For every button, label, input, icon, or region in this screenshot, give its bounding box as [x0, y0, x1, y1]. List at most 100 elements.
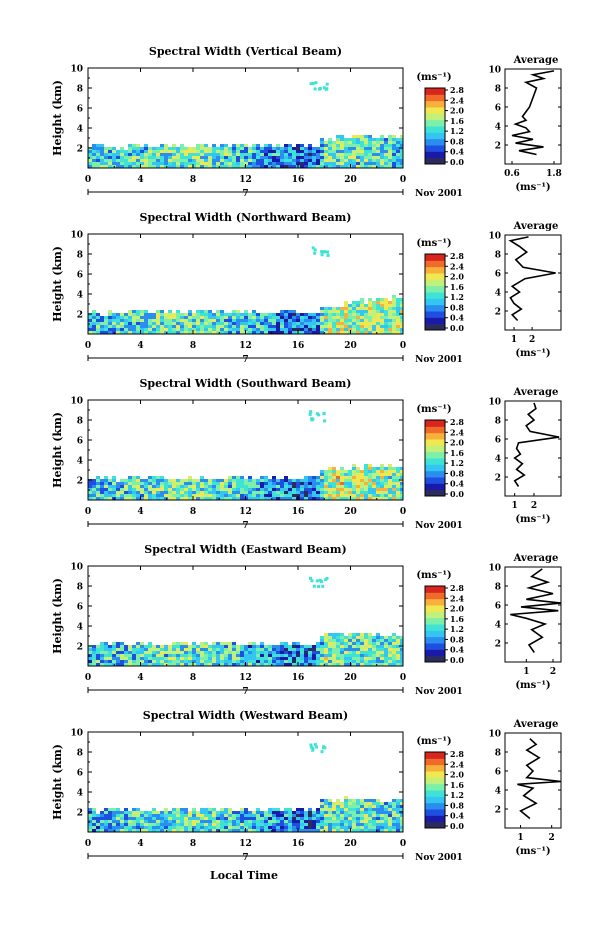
heatmap-cell [156, 313, 160, 316]
colorbar-swatch [425, 470, 445, 478]
heatmap-cell [288, 313, 292, 316]
heatmap-cell [364, 153, 368, 156]
heatmap-cell [132, 488, 136, 491]
heatmap-cell [100, 648, 104, 651]
heatmap-cell [276, 482, 280, 485]
heatmap-cell [364, 479, 368, 482]
colorbar-swatch [425, 592, 445, 600]
heatmap-cell [348, 814, 352, 817]
heatmap-cell [264, 479, 268, 482]
heatmap-cell [220, 826, 224, 829]
heatmap-cell [380, 319, 384, 322]
heatmap-cell [324, 820, 328, 823]
heatmap-cell [188, 310, 192, 313]
heatmap-cell [320, 645, 324, 648]
heatmap-cell [316, 156, 320, 159]
heatmap-cell [376, 470, 380, 473]
heatmap-cell [360, 153, 364, 156]
heatmap-cell [304, 485, 308, 488]
heatmap-cell [364, 826, 368, 829]
heatmap-cell [204, 654, 208, 657]
heatmap-cell [304, 826, 308, 829]
colorbar-swatch [425, 145, 445, 152]
heatmap-cell [276, 829, 280, 832]
heatmap-cell [112, 826, 116, 829]
heatmap-cell [232, 820, 236, 823]
heatmap-cell [356, 811, 360, 814]
heatmap-cell [364, 811, 368, 814]
heatmap-cell [284, 820, 288, 823]
heatmap-cell [184, 823, 188, 826]
heatmap-cell [384, 805, 388, 808]
heatmap-cell [120, 817, 124, 820]
heatmap-cell [276, 325, 280, 328]
heatmap-cell [248, 651, 252, 654]
heatmap-cell [216, 313, 220, 316]
x-tick-label: 16 [292, 507, 305, 517]
heatmap-cell [364, 829, 368, 832]
heatmap-cell [200, 820, 204, 823]
heatmap-cell [116, 645, 120, 648]
heatmap-cell [164, 488, 168, 491]
heatmap-cell [276, 645, 280, 648]
heatmap-cell [272, 829, 276, 832]
heatmap-cell [180, 826, 184, 829]
heatmap-cell [320, 319, 324, 322]
heatmap-cell [92, 497, 96, 500]
heatmap-cell [124, 491, 128, 494]
heatmap-cell [268, 654, 272, 657]
heatmap-cell [356, 485, 360, 488]
heatmap-cell [392, 811, 396, 814]
heatmap-cell [320, 494, 324, 497]
heatmap-field [88, 246, 403, 334]
colorbar-tick-label: 1.2 [450, 126, 464, 136]
heatmap-cell [260, 476, 264, 479]
heatmap-cell [308, 156, 312, 159]
heatmap-cell [360, 138, 364, 141]
heatmap-cell [120, 156, 124, 159]
heatmap-cell [384, 820, 388, 823]
panel-3: Spectral Width (Southward Beam)Height (k… [51, 377, 562, 531]
heatmap-cell [292, 165, 296, 168]
heatmap-cell [388, 805, 392, 808]
heatmap-cell [368, 470, 372, 473]
heatmap-cell [196, 313, 200, 316]
heatmap-cell [144, 497, 148, 500]
heatmap-cell [316, 642, 320, 645]
heatmap-cell [372, 165, 376, 168]
heatmap-cell [168, 491, 172, 494]
heatmap-cell [212, 826, 216, 829]
heatmap-cell [116, 316, 120, 319]
heatmap-cell [356, 642, 360, 645]
heatmap-cell [216, 147, 220, 150]
heatmap-cell [392, 663, 396, 666]
heatmap-cell [348, 328, 352, 331]
heatmap-cell [128, 485, 132, 488]
heatmap-cell [384, 817, 388, 820]
heatmap-cell [180, 322, 184, 325]
heatmap-cell [120, 651, 124, 654]
heatmap-cell [208, 814, 212, 817]
heatmap-cell [132, 485, 136, 488]
heatmap-cell [328, 485, 332, 488]
heatmap-cell [128, 645, 132, 648]
heatmap-cell [184, 826, 188, 829]
heatmap-cell [100, 147, 104, 150]
heatmap-cell [260, 657, 264, 660]
heatmap-cell [248, 322, 252, 325]
heatmap-cell [232, 814, 236, 817]
heatmap-cell [323, 746, 327, 750]
heatmap-cell [268, 657, 272, 660]
heatmap-cell [400, 648, 403, 651]
heatmap-cell [336, 476, 340, 479]
heatmap-cell [352, 654, 356, 657]
heatmap-cell [348, 156, 352, 159]
heatmap-cell [332, 829, 336, 832]
heatmap-cell [148, 651, 152, 654]
heatmap-cell [384, 814, 388, 817]
heatmap-cell [160, 482, 164, 485]
heatmap-cell [220, 150, 224, 153]
heatmap-cell [220, 642, 224, 645]
heatmap-cell [128, 482, 132, 485]
heatmap-cell [344, 147, 348, 150]
